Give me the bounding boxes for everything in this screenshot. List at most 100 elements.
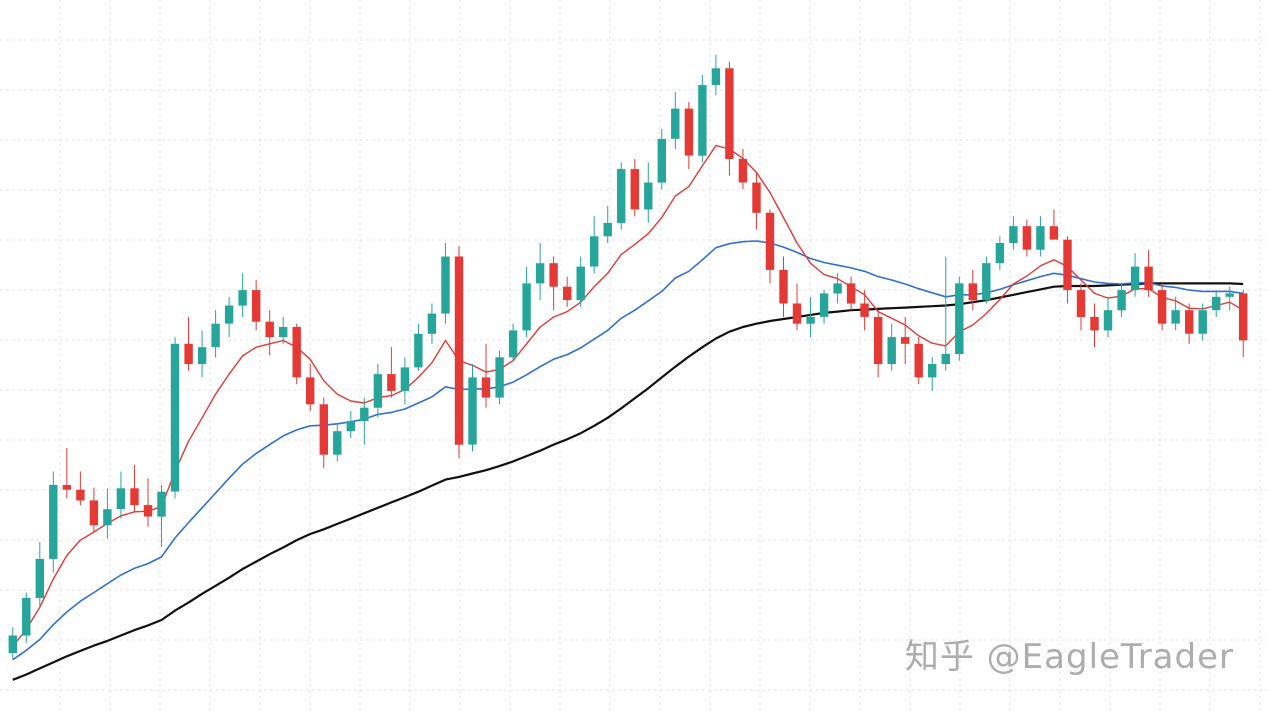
candle-body — [1144, 266, 1153, 291]
candle-up — [955, 276, 964, 361]
candle-down — [265, 310, 274, 356]
candle-up — [617, 162, 626, 230]
candle-body — [360, 407, 369, 422]
candle-body — [1090, 317, 1099, 331]
candle-body — [522, 283, 531, 331]
candle-body — [414, 333, 423, 368]
candle-up — [414, 323, 423, 371]
candle-body — [35, 558, 44, 598]
candle-down — [1144, 249, 1153, 297]
candle-up — [35, 542, 44, 607]
candle-down — [1076, 283, 1086, 331]
candle-down — [130, 464, 139, 512]
candle-up — [1117, 283, 1126, 317]
candle-body — [1076, 290, 1086, 317]
candle-body — [1171, 310, 1180, 324]
candle-body — [1049, 226, 1059, 240]
candle-up — [982, 256, 991, 304]
candle-down — [779, 256, 788, 317]
candle-body — [157, 491, 166, 517]
ma-slow-line — [12, 282, 1244, 681]
candle-up — [1212, 290, 1221, 317]
moving-average-lines — [12, 144, 1244, 681]
candle-body — [22, 597, 31, 636]
candle-body — [1212, 296, 1221, 311]
candle-body — [563, 286, 572, 301]
candle-up — [806, 296, 815, 338]
candle-up — [1103, 296, 1113, 338]
candle-up — [535, 243, 545, 301]
candle-body — [846, 283, 856, 304]
candle-up — [833, 273, 842, 304]
candle-up — [346, 411, 355, 438]
ma-mid-line — [12, 240, 1244, 661]
candle-down — [549, 256, 558, 311]
candle-down — [1157, 283, 1167, 331]
candle-body — [508, 330, 518, 358]
candle-body — [346, 421, 355, 432]
candle-up — [522, 266, 531, 338]
candle-body — [887, 337, 896, 364]
candle-body — [1063, 239, 1072, 291]
candle-up — [819, 290, 829, 324]
candle-up — [508, 323, 518, 361]
candle-body — [1239, 293, 1248, 341]
candle-up — [711, 54, 721, 96]
candle-up — [468, 364, 477, 452]
candle-up — [22, 592, 31, 643]
candle-body — [698, 85, 707, 156]
candle-body — [1009, 226, 1018, 243]
candle-body — [874, 317, 883, 364]
candle-body — [833, 283, 842, 294]
candle-body — [671, 108, 680, 139]
candle-down — [143, 478, 153, 527]
candle-body — [657, 138, 666, 183]
candle-down — [765, 209, 775, 284]
candle-up — [590, 216, 599, 274]
candle-up — [157, 484, 166, 547]
candle-down — [968, 269, 977, 311]
candle-body — [103, 509, 112, 526]
candle-body — [738, 159, 748, 183]
candle-up — [1225, 286, 1234, 311]
candle-down — [684, 101, 694, 170]
candle-down — [1185, 303, 1194, 344]
candle-body — [387, 374, 396, 391]
candle-down — [725, 61, 734, 176]
candle-down — [1063, 236, 1072, 304]
candle-up — [671, 91, 680, 149]
candle-body — [427, 313, 437, 334]
candle-up — [170, 337, 180, 499]
candle-down — [481, 343, 491, 408]
candle-body — [576, 266, 585, 301]
candle-body — [130, 488, 139, 506]
candle-up — [49, 471, 58, 573]
candle-body — [1225, 293, 1234, 297]
candle-up — [657, 128, 666, 190]
candle-body — [224, 305, 234, 324]
candle-body — [62, 485, 72, 490]
candle-down — [901, 316, 910, 364]
candle-down — [292, 323, 301, 385]
candle-body — [779, 269, 788, 304]
candle-up — [8, 627, 17, 660]
candle-body — [373, 374, 383, 408]
candle-down — [738, 148, 748, 190]
candle-down — [184, 316, 193, 371]
candle-body — [1198, 310, 1207, 334]
candle-body — [765, 212, 775, 270]
candle-up — [1198, 303, 1207, 341]
candle-body — [1022, 226, 1032, 250]
candle-body — [860, 303, 869, 317]
candle-body — [1103, 310, 1113, 331]
candle-up — [576, 256, 585, 307]
candle-down — [89, 487, 99, 532]
candle-body — [116, 488, 126, 510]
candle-down — [792, 283, 802, 331]
candle-down — [306, 364, 315, 412]
candle-body — [333, 431, 342, 455]
candle-up — [400, 357, 410, 405]
candle-body — [143, 505, 153, 517]
